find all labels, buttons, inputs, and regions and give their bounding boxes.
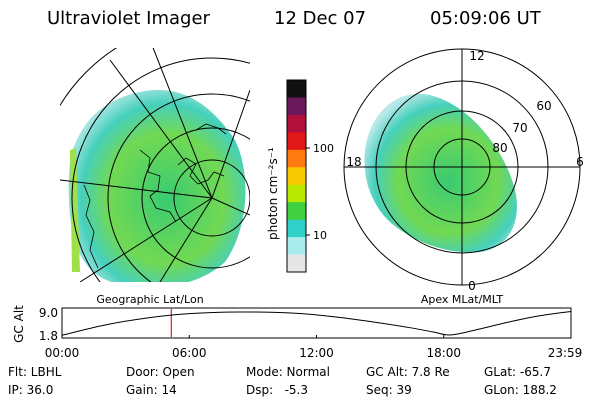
mlt-label-6: 6 — [576, 155, 584, 169]
chart-ytick-1-8: 1.8 — [39, 329, 58, 343]
chart-ylabel: GC Alt — [12, 305, 26, 343]
header-date: 12 Dec 07 — [274, 8, 367, 29]
dsp-info: Dsp: -5.3 — [246, 383, 309, 397]
geographic-panel — [60, 48, 250, 282]
colorbar-cell — [287, 254, 306, 273]
colorbar-cell — [287, 80, 306, 98]
door-info: Door: Open — [126, 365, 195, 379]
glon-info: GLon: 188.2 — [484, 383, 557, 397]
colorbar-cell — [287, 219, 306, 238]
mlt-label-18: 18 — [346, 155, 361, 169]
colorbar-cell — [287, 149, 306, 168]
header-time: 05:09:06 UT — [430, 8, 541, 29]
colorbar-cell — [287, 132, 306, 151]
gain-info: Gain: 14 — [126, 383, 177, 397]
apex-grid — [343, 48, 581, 286]
glat-info: GLat: -65.7 — [484, 365, 551, 379]
mlat-label-70: 70 — [512, 121, 527, 135]
geo-coastline — [83, 123, 227, 269]
colorbar-cell — [287, 202, 306, 221]
mlt-label-12: 12 — [469, 49, 484, 63]
filter-info: Flt: LBHL — [8, 365, 62, 379]
apex-label: Apex MLat/MLT — [421, 293, 504, 306]
colorbar-cell — [287, 97, 306, 116]
chart-xtick-label: 06:00 — [172, 346, 207, 360]
gc-alt-chart: GC Alt 9.0 1.8 00:00 06:00 12:00 18:00 23:59 — [12, 305, 582, 360]
apex-panel: 12 18 6 0 60 70 80 — [343, 48, 584, 293]
apex-aurora-image — [364, 93, 517, 253]
gc-alt-info: GC Alt: 7.8 Re — [366, 365, 450, 379]
colorbar-tick-100: 100 — [313, 142, 334, 155]
colorbar-cell — [287, 237, 306, 256]
colorbar-tick-10: 10 — [313, 229, 327, 242]
gc-alt-series-line — [61, 310, 572, 336]
colorbar-label: photon cm⁻²s⁻¹ — [266, 147, 280, 240]
colorbar-cell — [287, 114, 306, 133]
colorbar-cell — [287, 184, 306, 203]
chart-xtick-label: 23:59 — [548, 346, 583, 360]
geographic-label: Geographic Lat/Lon — [96, 293, 203, 306]
geo-aurora-image — [68, 90, 246, 282]
colorbar: 100 10 photon cm⁻²s⁻¹ — [266, 79, 334, 273]
colorbar-cell — [287, 167, 306, 186]
chart-xtick-label: 00:00 — [45, 346, 80, 360]
geo-grid — [60, 48, 250, 282]
chart-xtick-label: 12:00 — [299, 346, 334, 360]
mlat-label-80: 80 — [492, 141, 507, 155]
mlt-label-0: 0 — [468, 279, 476, 293]
chart-frame — [61, 307, 572, 339]
mlat-label-60: 60 — [536, 99, 551, 113]
seq-info: Seq: 39 — [366, 383, 412, 397]
instrument-title: Ultraviolet Imager — [47, 8, 210, 29]
geo-aurora-edge — [70, 148, 80, 272]
chart-ytick-9: 9.0 — [39, 306, 58, 320]
mode-info: Mode: Normal — [246, 365, 330, 379]
ip-info: IP: 36.0 — [8, 383, 54, 397]
chart-xtick-label: 18:00 — [426, 346, 461, 360]
